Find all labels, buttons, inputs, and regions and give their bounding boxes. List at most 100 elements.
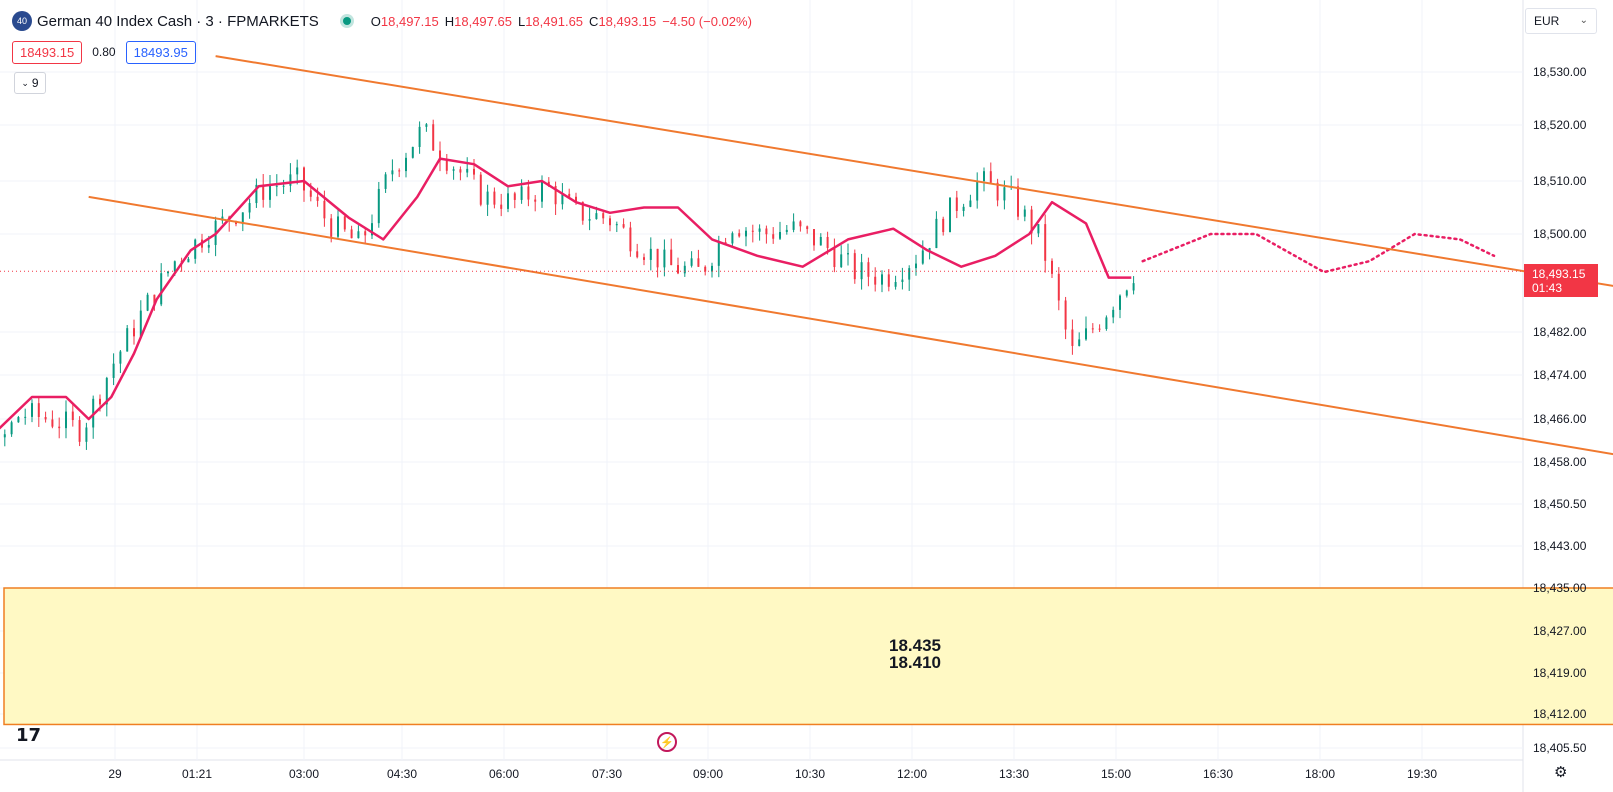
price-change: −4.50 (−0.02%) <box>662 13 752 29</box>
y-tick-label: 18,500.00 <box>1533 227 1587 241</box>
zone-upper-value: 18.435 <box>889 636 941 655</box>
candle-body <box>976 181 979 201</box>
candle-body <box>78 420 81 442</box>
candle-body <box>697 258 700 267</box>
candle-body <box>269 185 271 200</box>
candle-body <box>51 419 54 427</box>
candle-body <box>568 193 571 197</box>
candle-body <box>656 248 659 268</box>
trend-channel[interactable] <box>0 55 1613 631</box>
candle-body <box>479 174 482 205</box>
candle-body <box>316 196 319 201</box>
x-tick-label: 13:30 <box>999 767 1029 781</box>
candle-body <box>833 247 836 268</box>
candle-body <box>860 262 863 280</box>
gear-icon[interactable]: ⚙ <box>1554 764 1568 781</box>
candle-body <box>343 216 346 230</box>
candle-body <box>881 274 883 285</box>
buy-button[interactable]: 18493.95 <box>125 40 196 64</box>
x-tick-label: 29 <box>108 767 122 781</box>
zone-rect <box>3 587 1613 726</box>
candle-body <box>921 250 924 264</box>
ma-line <box>0 157 1132 430</box>
candle-body <box>337 216 339 237</box>
candle-body <box>901 279 904 283</box>
last-price-value: 18,493.15 <box>1532 267 1586 281</box>
spread-value: 0.80 <box>92 45 116 59</box>
tradingview-logo-icon[interactable]: 17 <box>16 725 42 746</box>
candle-body <box>133 328 135 337</box>
candle-body <box>493 191 496 205</box>
symbol-title[interactable]: German 40 Index Cash · 3 · FPMARKETS <box>37 12 319 30</box>
candle-body <box>874 276 877 285</box>
candle-body <box>561 193 564 205</box>
candle-body <box>690 258 693 266</box>
y-tick-label: 18,466.00 <box>1533 412 1587 426</box>
candle-body <box>527 186 530 200</box>
y-tick-label: 18,520.00 <box>1533 118 1587 132</box>
chevron-down-icon: ⌄ <box>21 77 29 88</box>
indicators-count: 9 <box>31 76 39 90</box>
ohlc-close: C18,493.15 <box>589 13 657 29</box>
chevron-down-icon: ⌄ <box>1579 15 1588 26</box>
candle-body <box>717 242 720 266</box>
bid-ask-row: 18493.15 0.80 18493.95 <box>12 40 196 64</box>
candle-body <box>377 188 380 224</box>
candle-body <box>24 416 27 418</box>
candle-body <box>989 171 992 183</box>
candle-body <box>615 224 618 226</box>
candle-body <box>928 248 931 251</box>
currency-select[interactable]: EUR ⌄ <box>1525 8 1597 34</box>
candle-body <box>309 190 312 197</box>
y-tick-label: 18,443.00 <box>1533 539 1587 553</box>
time-axis[interactable]: 29 01:21 03:00 04:30 06:00 07:30 09:00 10:30 12:… <box>108 767 1437 781</box>
candle-body <box>248 203 251 213</box>
symbol-badge[interactable]: 40 <box>12 11 32 31</box>
candle-body <box>1064 300 1067 330</box>
candle-body <box>670 249 673 266</box>
candle-body <box>3 434 6 438</box>
candle-body <box>255 184 258 204</box>
x-tick-label: 04:30 <box>387 767 417 781</box>
candle-body <box>85 427 88 442</box>
candle-body <box>296 167 299 175</box>
candle-body <box>1098 328 1101 330</box>
candle-body <box>983 171 985 182</box>
candle-body <box>731 233 734 244</box>
candle-body <box>1091 328 1094 330</box>
candle-body <box>955 197 958 211</box>
candle-body <box>139 310 142 337</box>
y-tick-label: 18,530.00 <box>1533 65 1587 79</box>
candle-body <box>799 221 802 227</box>
candle-body <box>364 231 367 236</box>
bar-countdown: 01:43 <box>1532 281 1563 295</box>
candle-body <box>915 263 917 269</box>
ma-projection-line <box>1141 232 1496 274</box>
candle-body <box>819 236 822 246</box>
y-tick-label: 18,510.00 <box>1533 174 1587 188</box>
candle-body <box>452 169 455 171</box>
x-tick-label: 03:00 <box>289 767 319 781</box>
candle-body <box>962 206 965 211</box>
price-axis[interactable]: 18,530.00 18,520.00 18,510.00 18,500.00 18,4… <box>1533 65 1587 755</box>
candle-body <box>609 218 611 226</box>
x-tick-label: 12:00 <box>897 767 927 781</box>
candle-body <box>1078 339 1081 346</box>
support-zone[interactable] <box>3 587 1613 726</box>
candle-body <box>765 228 768 235</box>
candle-body <box>187 258 190 263</box>
y-tick-label: 18,435.00 <box>1533 581 1587 595</box>
candle-body <box>908 268 911 280</box>
sell-button[interactable]: 18493.15 <box>12 40 83 64</box>
y-tick-label: 18,482.00 <box>1533 325 1587 339</box>
candle-body <box>71 411 74 421</box>
candle-body <box>949 197 951 233</box>
x-tick-label: 15:00 <box>1101 767 1131 781</box>
candle-body <box>745 230 747 237</box>
indicators-toggle-button[interactable]: ⌄ 9 <box>14 72 46 94</box>
candle-body <box>711 265 713 272</box>
candle-body <box>160 273 163 305</box>
ohlc-low: L18,491.65 <box>517 13 584 29</box>
flash-icon[interactable]: ⚡ <box>657 732 677 752</box>
